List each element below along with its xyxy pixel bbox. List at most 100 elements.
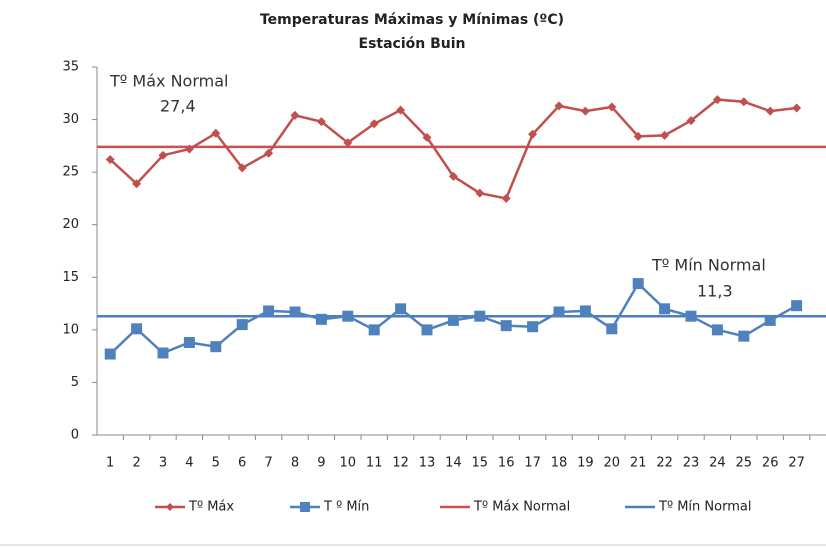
marker [422, 132, 432, 142]
legend-label: Tº Máx Normal [473, 500, 570, 515]
marker [315, 313, 327, 325]
marker [396, 105, 406, 115]
marker [474, 310, 486, 322]
x-tick-label: 5 [212, 456, 220, 471]
x-tick-label: 19 [577, 456, 594, 471]
marker [632, 278, 644, 290]
marker [421, 324, 433, 336]
x-tick-label: 12 [392, 456, 409, 471]
marker [263, 305, 275, 317]
annotation: 11,3 [697, 282, 733, 301]
x-tick-label: 25 [736, 456, 753, 471]
marker [211, 128, 221, 138]
marker [395, 303, 407, 315]
y-tick-label: 5 [71, 375, 79, 390]
y-tick-label: 35 [62, 60, 79, 75]
y-tick-label: 0 [71, 428, 79, 443]
marker [660, 130, 670, 140]
legend-label: T º Mín [323, 500, 369, 515]
x-tick-label: 1 [106, 456, 114, 471]
marker [290, 110, 300, 120]
x-tick-label: 10 [340, 456, 357, 471]
marker [316, 117, 326, 127]
x-tick-label: 14 [445, 456, 462, 471]
marker [132, 179, 142, 189]
x-tick-label: 9 [317, 456, 325, 471]
marker [237, 163, 247, 173]
x-tick-label: 16 [498, 456, 515, 471]
annotation: Tº Máx Normal [109, 72, 228, 91]
marker [343, 138, 353, 148]
annotation: Tº Mín Normal [651, 256, 766, 275]
x-tick-label: 6 [238, 456, 246, 471]
x-tick-label: 27 [788, 456, 805, 471]
y-tick-label: 25 [62, 165, 79, 180]
chart-title: Temperaturas Máximas y Mínimas (ºC) [260, 12, 564, 28]
marker [501, 193, 511, 203]
annotation: 27,4 [160, 97, 196, 116]
marker [791, 300, 803, 312]
marker [368, 324, 380, 336]
series-line [109, 98, 797, 200]
x-tick-label: 26 [762, 456, 779, 471]
marker [553, 306, 565, 318]
x-tick-label: 7 [264, 456, 272, 471]
marker [369, 119, 379, 129]
legend-label: Tº Máx [188, 500, 234, 515]
marker [792, 103, 802, 113]
marker [739, 97, 749, 107]
legend-label: Tº Mín Normal [658, 500, 751, 515]
marker [738, 330, 750, 342]
marker [342, 310, 354, 322]
marker [686, 116, 696, 126]
marker [210, 341, 222, 353]
y-tick-label: 15 [62, 270, 79, 285]
marker [475, 188, 485, 198]
marker [104, 348, 116, 360]
marker [183, 336, 195, 348]
marker [554, 101, 564, 111]
x-tick-label: 20 [604, 456, 621, 471]
x-tick-label: 23 [683, 456, 700, 471]
x-tick-label: 22 [656, 456, 673, 471]
legend-marker [300, 502, 310, 512]
marker [579, 305, 591, 317]
y-tick-label: 20 [62, 217, 79, 232]
x-tick-label: 17 [524, 456, 541, 471]
marker [157, 347, 169, 359]
marker [711, 324, 723, 336]
y-tick-label: 10 [62, 322, 79, 337]
marker [528, 129, 538, 139]
marker [131, 323, 143, 335]
marker [580, 106, 590, 116]
marker [659, 303, 671, 315]
x-tick-label: 21 [630, 456, 647, 471]
marker [500, 320, 512, 332]
x-tick-label: 2 [132, 456, 140, 471]
marker [764, 314, 776, 326]
marker [765, 106, 775, 116]
x-tick-label: 15 [472, 456, 489, 471]
legend-marker [166, 503, 174, 511]
marker [527, 321, 539, 333]
marker [633, 131, 643, 141]
x-tick-label: 24 [709, 456, 726, 471]
x-tick-label: 18 [551, 456, 568, 471]
marker [184, 144, 194, 154]
x-tick-label: 11 [366, 456, 383, 471]
x-tick-label: 4 [185, 456, 193, 471]
y-tick-label: 30 [62, 112, 79, 127]
x-tick-label: 8 [291, 456, 299, 471]
marker [606, 323, 618, 335]
marker [712, 95, 722, 105]
marker [448, 171, 458, 181]
marker [158, 150, 168, 160]
marker [289, 306, 301, 318]
marker [447, 314, 459, 326]
marker [685, 310, 697, 322]
chart-subtitle: Estación Buin [359, 36, 466, 52]
marker [105, 155, 115, 165]
x-tick-label: 3 [159, 456, 167, 471]
marker [264, 148, 274, 158]
